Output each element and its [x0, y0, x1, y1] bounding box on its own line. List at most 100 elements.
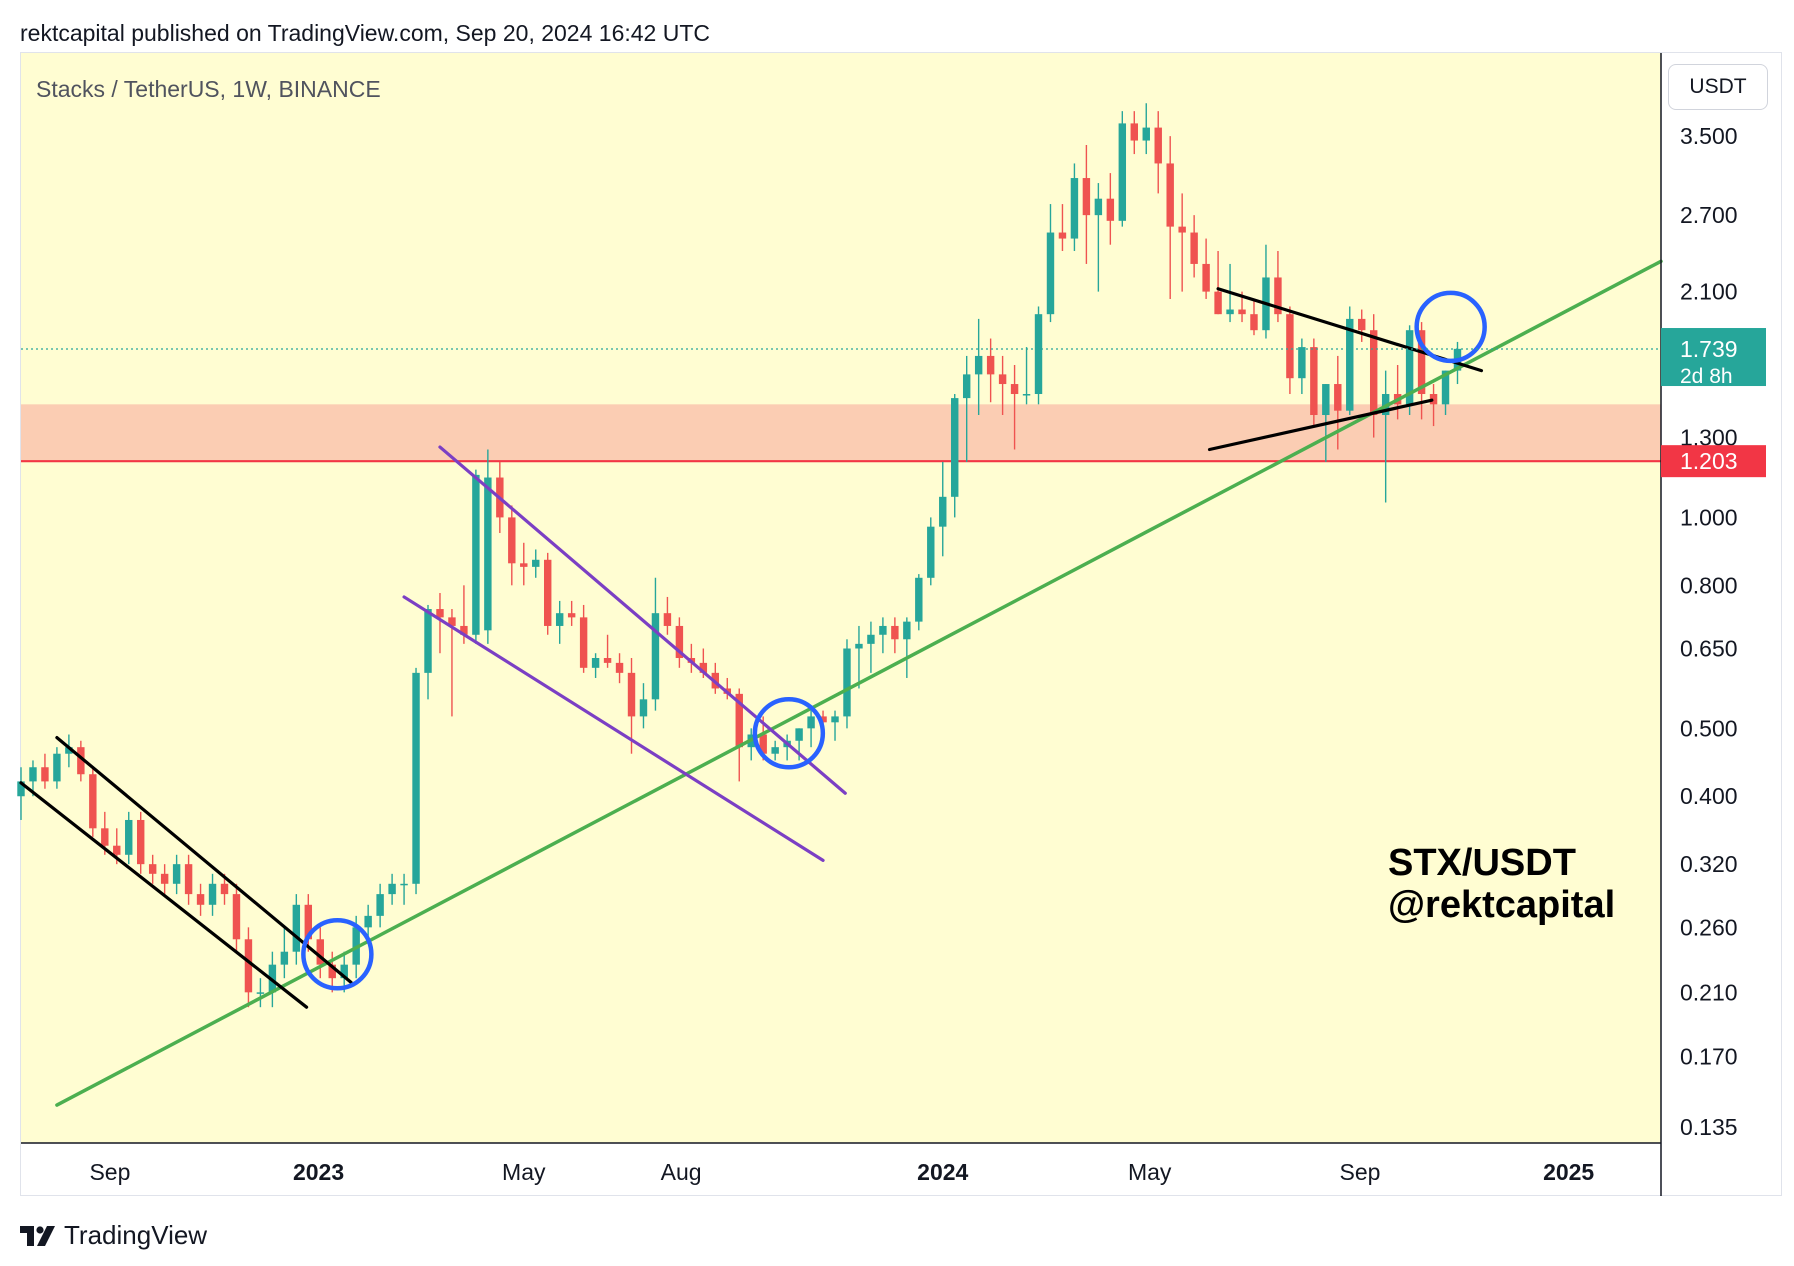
- candle: [436, 593, 444, 654]
- candle: [508, 505, 516, 586]
- candle-body: [220, 883, 229, 895]
- candle: [1046, 204, 1055, 323]
- candle: [639, 683, 648, 729]
- price-tick-label: 3.500: [1680, 123, 1738, 149]
- price-tick-label: 0.320: [1680, 851, 1738, 877]
- green-trend-line: [55, 259, 1663, 1107]
- price-tick-label: 0.210: [1680, 979, 1738, 1005]
- candle: [843, 639, 851, 729]
- candle: [927, 517, 935, 586]
- candle: [53, 747, 61, 789]
- candle-body: [819, 716, 827, 723]
- candle-body: [256, 992, 265, 994]
- candle: [1274, 250, 1282, 323]
- candle-body: [1166, 163, 1174, 227]
- candle-body: [1154, 127, 1162, 164]
- candle-body: [125, 819, 133, 855]
- candle: [316, 927, 324, 979]
- time-tick-label: 2025: [1543, 1159, 1594, 1185]
- candle: [891, 617, 899, 654]
- candle-body: [508, 517, 516, 564]
- time-tick-label: 2023: [293, 1159, 344, 1185]
- candle-body: [1238, 309, 1246, 315]
- candle: [986, 338, 995, 403]
- candle-body: [196, 894, 205, 905]
- candle-body: [1142, 127, 1150, 141]
- candle-body: [867, 634, 875, 644]
- candle: [1022, 347, 1031, 405]
- price-tick-label: 0.135: [1680, 1114, 1738, 1140]
- candle: [1118, 111, 1127, 227]
- candle: [555, 600, 564, 644]
- candle-body: [292, 904, 301, 952]
- candle-body: [759, 734, 767, 754]
- purple-trend-line: [438, 445, 847, 795]
- candle: [1369, 314, 1378, 438]
- candle-body: [520, 563, 528, 567]
- candle-body: [1274, 277, 1282, 315]
- candle: [208, 873, 217, 916]
- candle-body: [998, 374, 1007, 385]
- candle: [1250, 298, 1258, 336]
- candle: [1034, 306, 1043, 405]
- candle-body: [400, 883, 408, 886]
- candle-body: [1046, 232, 1055, 315]
- candle: [17, 767, 25, 820]
- candle: [388, 873, 396, 905]
- candle: [1178, 193, 1186, 292]
- candle-body: [1058, 232, 1067, 239]
- candle-body: [424, 609, 432, 673]
- candle: [125, 811, 133, 865]
- time-tick-label: May: [502, 1159, 546, 1185]
- candle-body: [1369, 330, 1378, 416]
- candle: [591, 653, 600, 678]
- candle-body: [448, 617, 456, 626]
- candle-body: [903, 621, 911, 640]
- candle: [1298, 338, 1306, 395]
- candle: [160, 864, 169, 895]
- candle-body: [927, 526, 935, 578]
- candle-body: [1106, 198, 1115, 221]
- support-price-badge-bg: [1661, 445, 1766, 478]
- tradingview-logo[interactable]: TradingView: [20, 1220, 207, 1251]
- candle-body: [1358, 318, 1366, 331]
- candle: [280, 927, 289, 979]
- candle: [1405, 325, 1414, 416]
- candle-body: [460, 625, 468, 635]
- candle: [244, 927, 253, 1008]
- candle: [1310, 338, 1318, 427]
- price-tick-label: 0.260: [1680, 914, 1738, 940]
- blue-highlight-circle: [1414, 290, 1487, 364]
- candle: [831, 710, 839, 741]
- candle: [567, 600, 576, 626]
- candle: [1202, 238, 1210, 299]
- candle: [807, 710, 815, 748]
- currency-button[interactable]: USDT: [1668, 64, 1768, 110]
- candle: [424, 604, 432, 700]
- price-tick-label: 2.700: [1680, 202, 1738, 228]
- price-tick-label: 0.500: [1680, 715, 1738, 741]
- candle: [1166, 136, 1174, 299]
- candle: [544, 552, 552, 635]
- price-tick-label: 1.000: [1680, 504, 1738, 530]
- candle: [292, 894, 301, 965]
- candle: [915, 574, 923, 631]
- candle-body: [1226, 309, 1234, 315]
- last-price-badge: 1.739 2d 8h: [1661, 328, 1766, 388]
- candle-body: [532, 559, 540, 567]
- candle-body: [436, 609, 444, 618]
- candle: [1358, 309, 1366, 342]
- watermark-handle: @rektcapital: [1388, 884, 1615, 926]
- candle: [196, 883, 205, 916]
- candle-body: [304, 904, 313, 940]
- candle-body: [555, 613, 564, 626]
- candle: [364, 904, 372, 940]
- candle: [1154, 111, 1162, 194]
- last-price-value: 1.739: [1680, 336, 1738, 362]
- candle: [136, 811, 145, 874]
- candle-body: [771, 747, 779, 754]
- price-tick-label: 0.650: [1680, 636, 1738, 662]
- candle-body: [328, 964, 336, 979]
- candle-body: [807, 716, 815, 729]
